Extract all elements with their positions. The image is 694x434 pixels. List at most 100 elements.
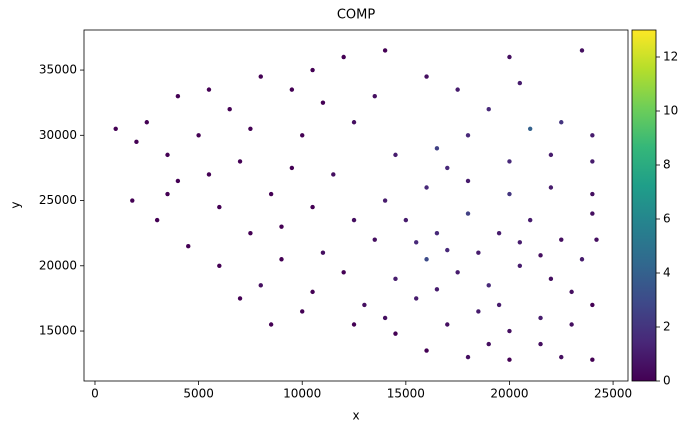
point (486, 107, 491, 112)
colorbar-tick-label: 12 (663, 50, 678, 64)
y-tick-label: 35000 (39, 63, 77, 77)
point (590, 159, 595, 164)
point (279, 224, 284, 229)
point (517, 80, 523, 86)
point (486, 341, 491, 347)
y-axis-label: y (9, 201, 23, 208)
x-tick-label: 20000 (490, 387, 528, 401)
point (569, 289, 574, 295)
y-tick-label: 25000 (39, 193, 77, 207)
point (258, 74, 263, 79)
point (507, 328, 512, 334)
point (507, 54, 512, 60)
point (310, 204, 315, 210)
point (206, 172, 212, 177)
point (382, 315, 388, 321)
point (165, 191, 170, 197)
point (258, 283, 263, 288)
point (434, 230, 440, 236)
point (507, 191, 512, 197)
point (341, 270, 346, 275)
point (351, 120, 357, 125)
point (455, 270, 460, 275)
point (144, 120, 149, 125)
point (414, 296, 419, 301)
x-tick-label: 10000 (283, 387, 321, 401)
x-tick-label: 5000 (183, 387, 214, 401)
colorbar (631, 29, 657, 382)
x-tick-label: 25000 (594, 387, 632, 401)
x-tick-label: 0 (91, 387, 99, 401)
point (424, 185, 429, 190)
point (310, 289, 315, 295)
point (548, 276, 554, 282)
point (594, 237, 599, 242)
point (590, 211, 595, 216)
point (486, 283, 491, 288)
point (217, 263, 222, 268)
point (414, 240, 419, 245)
point (559, 120, 564, 125)
point (310, 67, 315, 73)
colorbar-tick-label: 8 (663, 158, 671, 172)
point (248, 126, 253, 131)
point (341, 54, 346, 60)
point (279, 257, 284, 262)
colorbar-tick-label: 2 (663, 320, 671, 334)
point (331, 172, 336, 177)
point (496, 302, 502, 308)
point (538, 253, 543, 258)
point (175, 178, 181, 184)
point (590, 191, 595, 197)
point (351, 217, 357, 223)
point (445, 322, 450, 327)
point (382, 198, 388, 203)
point (548, 152, 554, 158)
point (134, 139, 139, 145)
point (130, 198, 135, 203)
colorbar-tick-label: 4 (663, 266, 671, 280)
point (455, 87, 460, 92)
point (465, 354, 471, 360)
point (196, 133, 201, 138)
point (300, 133, 305, 138)
point (590, 133, 595, 138)
point (393, 331, 398, 336)
point (154, 217, 160, 223)
point (372, 237, 377, 242)
chart-title: COMP (337, 8, 376, 23)
point (403, 217, 409, 223)
point (496, 230, 502, 236)
x-axis-label: x (352, 409, 359, 423)
point (548, 185, 554, 190)
point (476, 309, 481, 314)
point (590, 357, 595, 362)
point (424, 348, 429, 353)
colorbar-tick-label: 10 (663, 104, 678, 118)
point (393, 276, 398, 282)
point (465, 133, 471, 138)
point (372, 93, 377, 99)
point (507, 357, 512, 362)
point (445, 165, 450, 171)
point (268, 322, 274, 327)
point (165, 152, 170, 158)
point (320, 100, 326, 105)
point (517, 263, 523, 268)
point (507, 159, 512, 164)
point (227, 107, 232, 112)
point (289, 87, 295, 92)
point (424, 74, 429, 79)
point (445, 247, 450, 253)
colorbar-tick-label: 0 (663, 374, 671, 388)
point (569, 322, 574, 327)
point (579, 257, 585, 262)
point (465, 211, 471, 216)
point (590, 302, 595, 308)
point (186, 244, 191, 249)
point (538, 341, 543, 347)
points (113, 48, 599, 362)
point (559, 354, 564, 360)
point (237, 296, 243, 301)
